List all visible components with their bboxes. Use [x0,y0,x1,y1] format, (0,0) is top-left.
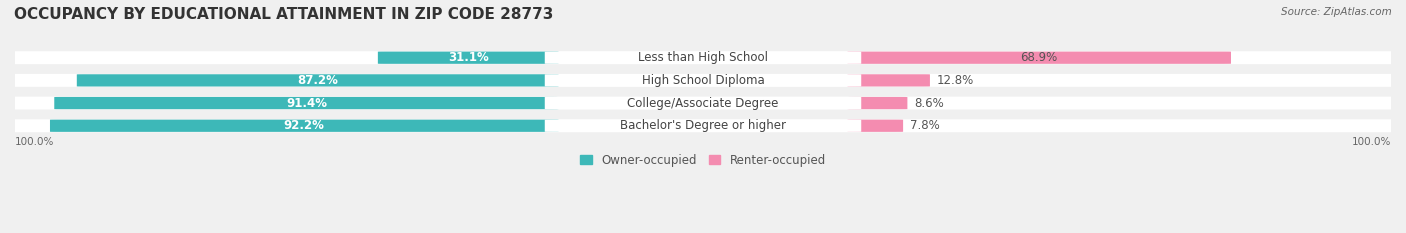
Text: 100.0%: 100.0% [15,137,55,147]
Legend: Owner-occupied, Renter-occupied: Owner-occupied, Renter-occupied [579,154,827,167]
FancyBboxPatch shape [544,120,862,132]
FancyBboxPatch shape [848,74,929,86]
FancyBboxPatch shape [1,74,1405,87]
Text: Bachelor's Degree or higher: Bachelor's Degree or higher [620,119,786,132]
FancyBboxPatch shape [1,119,1405,132]
Text: 92.2%: 92.2% [284,119,325,132]
FancyBboxPatch shape [848,97,907,109]
FancyBboxPatch shape [378,51,558,64]
Text: 12.8%: 12.8% [936,74,974,87]
Text: 91.4%: 91.4% [285,96,328,110]
Text: 7.8%: 7.8% [910,119,939,132]
FancyBboxPatch shape [1,97,1405,110]
Text: 100.0%: 100.0% [1351,137,1391,147]
FancyBboxPatch shape [1,51,1405,64]
Text: College/Associate Degree: College/Associate Degree [627,96,779,110]
FancyBboxPatch shape [77,74,558,86]
Text: OCCUPANCY BY EDUCATIONAL ATTAINMENT IN ZIP CODE 28773: OCCUPANCY BY EDUCATIONAL ATTAINMENT IN Z… [14,7,554,22]
Text: 8.6%: 8.6% [914,96,943,110]
FancyBboxPatch shape [51,120,558,132]
FancyBboxPatch shape [544,51,862,64]
Text: High School Diploma: High School Diploma [641,74,765,87]
FancyBboxPatch shape [848,120,903,132]
Text: 31.1%: 31.1% [449,51,488,64]
FancyBboxPatch shape [544,97,862,109]
Text: 87.2%: 87.2% [297,74,337,87]
FancyBboxPatch shape [848,51,1232,64]
Text: Source: ZipAtlas.com: Source: ZipAtlas.com [1281,7,1392,17]
Text: Less than High School: Less than High School [638,51,768,64]
FancyBboxPatch shape [55,97,558,109]
FancyBboxPatch shape [544,74,862,86]
Text: 68.9%: 68.9% [1021,51,1057,64]
